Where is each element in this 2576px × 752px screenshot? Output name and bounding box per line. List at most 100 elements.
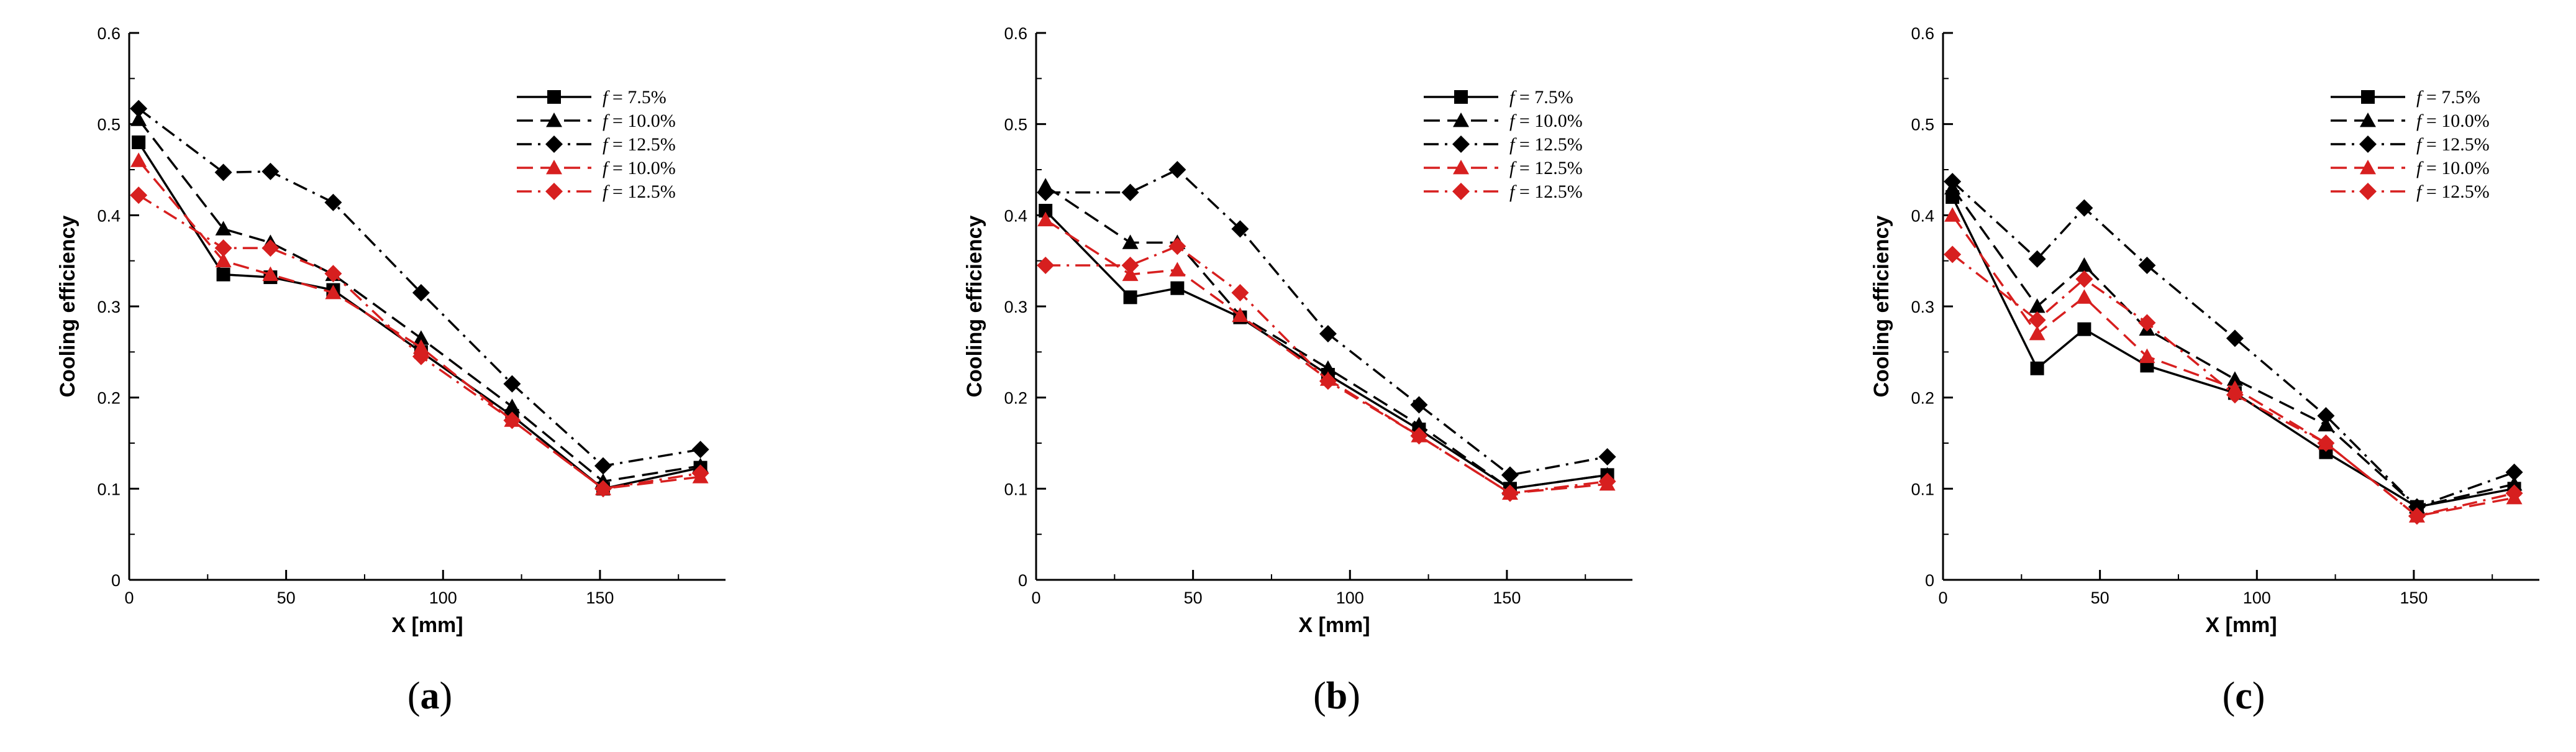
chart-b-series-5-point: [1121, 257, 1139, 274]
chart-panel-b: 0 0.1 0.2 0.3 0.4 0.5 0.6 0 50 100 150 X [mm] Coolin…: [907, 0, 1764, 752]
chart-b-legend-marker-4: [1453, 160, 1469, 175]
chart-c-series-5-point: [2075, 270, 2093, 288]
chart-c-series-1-point: [2030, 361, 2044, 375]
chart-c-series-3-point: [2075, 199, 2093, 217]
chart-b-series-1-line: [1044, 209, 1608, 490]
chart-c-legend-marker-2: [2360, 112, 2376, 127]
chart-b-series-4-point: [1037, 211, 1054, 227]
chart-a-series-1-point: [132, 135, 146, 149]
chart-a-x-tick-label: 150: [586, 589, 614, 607]
chart-b-series-3-point: [1410, 396, 1428, 414]
chart-b-series-3-point: [1037, 183, 1055, 201]
chart-c-series-5-point: [2138, 314, 2156, 332]
chart-b-y-tick-label: 0: [1018, 571, 1027, 590]
chart-c-series-3-point: [2505, 463, 2523, 481]
chart-c-y-tick-label: 0.5: [1911, 116, 1934, 134]
chart-c-series-4-point: [2139, 348, 2155, 364]
chart-b-series-5-point: [1168, 237, 1186, 255]
chart-a-series-3-line: [138, 108, 701, 467]
chart-c-series-4-point: [2029, 326, 2046, 341]
chart-b-series-3-point: [1231, 220, 1249, 238]
chart-a-series-1-point: [216, 267, 230, 282]
chart-c-series-3-point: [2028, 250, 2046, 268]
chart-c-legend-marker-4: [2360, 160, 2376, 175]
chart-b-series-3-point: [1501, 466, 1519, 484]
chart-a-series-2-point: [130, 111, 147, 126]
chart-c-series-3-point: [1944, 173, 1962, 191]
chart-b-legend-marker-3: [1452, 135, 1470, 153]
chart-c-series-3-point: [2408, 498, 2426, 516]
chart-c-series-5-point: [2028, 311, 2046, 329]
chart-a-series-3-point: [503, 375, 521, 393]
chart-b-series-3-point: [1168, 161, 1186, 178]
chart-c-series-3-point: [2138, 257, 2156, 274]
chart-b-y-axis-label: Cooling efficiency: [963, 216, 986, 398]
chart-c-series-2-point: [2226, 371, 2243, 386]
chart-b-legend-marker-1: [1454, 90, 1468, 104]
chart-c-y-tick-label: 0.4: [1911, 206, 1934, 225]
chart-b-y-tick-label: 0.6: [1004, 24, 1027, 43]
chart-c-y-tick-label: 0.2: [1911, 389, 1934, 408]
chart-a-y-axis-label: Cooling efficiency: [56, 216, 80, 398]
chart-a-series-4-point: [412, 339, 429, 354]
chart-a-series-3-point: [691, 441, 709, 459]
chart-a-x-tick-label: 50: [277, 589, 296, 607]
chart-b-series-5-point: [1319, 372, 1337, 390]
chart-a-series-3-point: [130, 99, 148, 117]
chart-c-series-5-line: [1952, 254, 2515, 518]
chart-b-series-5-point: [1037, 257, 1055, 274]
chart-b-y-tick-label: 0.2: [1004, 389, 1027, 408]
panel-caption-b: (b): [1313, 675, 1360, 717]
chart-c-svg: 0 0.1 0.2 0.3 0.4 0.5 0.6 0 50 100 150 X [mm] Coolin…: [1870, 24, 2539, 637]
chart-a-legend-marker-2: [546, 112, 562, 127]
chart-c-legend-marker-1: [2361, 90, 2375, 104]
chart-a-legend-label-4: f = 10.0%: [603, 158, 676, 178]
chart-a-series-5-point: [262, 239, 280, 257]
chart-a-x-tick-label: 100: [429, 589, 457, 607]
chart-a-y-tick-label: 0: [111, 571, 121, 590]
chart-b-legend-marker-5: [1452, 183, 1470, 200]
chart-b-legend-label-3: f = 12.5%: [1509, 134, 1583, 155]
chart-c-series-2-point: [2076, 257, 2093, 272]
chart-a-legend-label-1: f = 7.5%: [603, 87, 667, 108]
chart-b-x-axis-label: X [mm]: [1298, 613, 1370, 637]
chart-a-series-5-line: [138, 194, 701, 490]
chart-a-series-4-point: [262, 266, 279, 282]
chart-a-series-5-point: [412, 347, 430, 365]
chart-a-legend-label-2: f = 10.0%: [603, 111, 676, 131]
chart-b-x-tick-label: 150: [1493, 589, 1521, 607]
chart-c-x-tick-label: 150: [2400, 589, 2428, 607]
chart-c-x-tick-label: 100: [2243, 589, 2271, 607]
chart-a-y-tick-label: 0.1: [97, 480, 121, 498]
chart-c-series-1-line: [1951, 196, 2515, 508]
chart-b-series-3-point: [1598, 448, 1616, 465]
chart-b-series-1-point: [1170, 281, 1185, 295]
chart-a-series-5-point: [594, 480, 612, 498]
chart-c-y-tick-label: 0.1: [1911, 480, 1934, 498]
chart-b-series-2-point: [1122, 234, 1139, 249]
chart-a-x-axis-label: X [mm]: [391, 613, 463, 637]
chart-a-series-4-point: [325, 285, 342, 300]
chart-c-y-tick-label: 0: [1925, 571, 1934, 590]
chart-c-series-5-point: [1944, 245, 1962, 264]
chart-a-series-5-point: [324, 265, 342, 283]
chart-a-series-2-point: [412, 330, 429, 345]
chart-b-y-tick-label: 0.4: [1004, 206, 1027, 225]
chart-c-series-5-point: [2408, 507, 2426, 525]
chart-c-series-2-point: [2029, 298, 2046, 313]
chart-b-x-tick-label: 50: [1184, 589, 1203, 607]
chart-a-legend-label-5: f = 12.5%: [603, 181, 676, 202]
chart-a-legend-marker-5: [545, 183, 563, 200]
chart-c-series-3-point: [2317, 407, 2335, 424]
chart-a-legend-marker-3: [545, 135, 563, 153]
chart-b-legend-label-2: f = 10.0%: [1509, 111, 1583, 131]
panel-caption-c: (c): [2222, 675, 2265, 717]
chart-c-legend-label-5: f = 12.5%: [2416, 181, 2490, 202]
chart-c-series-2-line: [1951, 187, 2515, 508]
chart-b-series-3-line: [1045, 168, 1608, 477]
chart-a-series-5-point: [130, 186, 148, 204]
chart-b-series-1-point: [1039, 204, 1053, 218]
chart-panel-a: 0 0.1 0.2 0.3 0.4 0.5 0.6 0 50 100 150 X [mm] Coolin…: [0, 0, 857, 752]
chart-panel-c: 0 0.1 0.2 0.3 0.4 0.5 0.6 0 50 100 150 X [mm] Coolin…: [1814, 0, 2576, 752]
chart-c-legend-label-2: f = 10.0%: [2416, 111, 2490, 131]
